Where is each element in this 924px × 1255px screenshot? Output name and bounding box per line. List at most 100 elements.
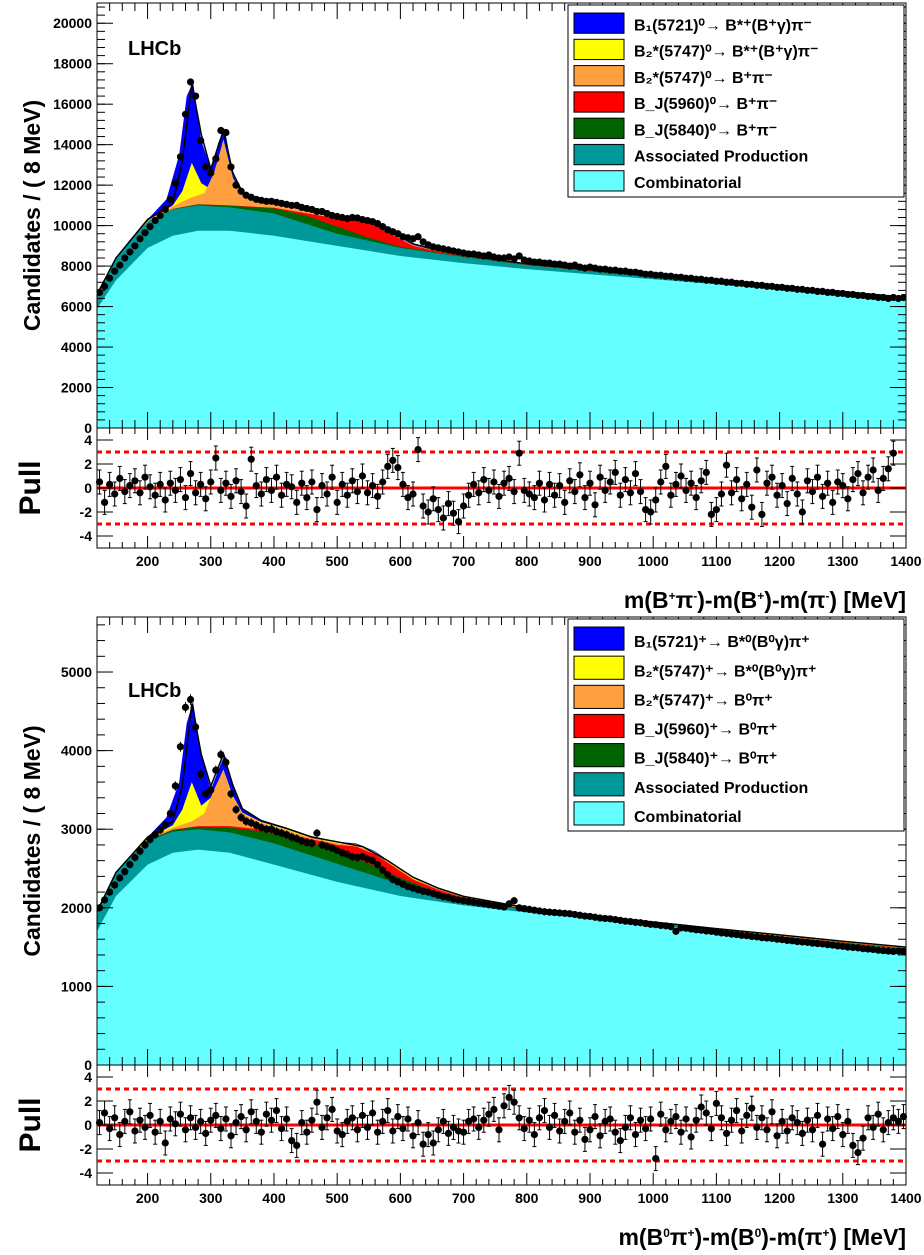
pull-point	[262, 1110, 270, 1118]
pull-tick-label: 4	[84, 1069, 92, 1085]
data-point	[131, 242, 139, 250]
data-point	[151, 216, 159, 225]
pull-point	[176, 476, 185, 484]
legend-swatch-bj5960	[573, 91, 625, 113]
data-point	[186, 695, 195, 704]
pull-point	[889, 1114, 897, 1122]
x-tick-label: 400	[262, 1190, 286, 1206]
pull-point	[854, 1149, 862, 1157]
pull-point	[859, 1134, 867, 1142]
pull-point	[106, 1125, 114, 1133]
pull-point	[844, 495, 852, 503]
pull-point	[818, 492, 827, 500]
y-tick-label: 3000	[61, 821, 92, 837]
pull-point	[874, 486, 882, 494]
legend-swatch-comb	[573, 801, 625, 826]
pull-point	[207, 478, 215, 486]
pull-point	[161, 1139, 169, 1147]
data-point	[899, 293, 906, 302]
data-point	[854, 291, 862, 300]
x-tick-label: 1400	[890, 1190, 921, 1206]
pull-point	[267, 1116, 276, 1124]
pull-point	[227, 1132, 235, 1140]
pull-point	[783, 500, 791, 508]
pull-point	[824, 1115, 832, 1123]
pull-point	[146, 1111, 154, 1119]
data-point	[136, 847, 144, 855]
pull-point	[283, 1115, 291, 1123]
data-point	[181, 110, 190, 118]
pull-point	[505, 474, 513, 482]
legend-label-b2_gamma: B₂*(5747)⁺→ B*⁰(B⁰γ)π⁺	[634, 663, 816, 680]
pull-point	[586, 479, 594, 487]
legend-label-comb: Combinatorial	[634, 809, 742, 826]
pull-point	[252, 1117, 260, 1125]
pull-point	[687, 479, 695, 487]
pull-point	[738, 495, 746, 503]
data-point	[116, 261, 124, 269]
pull-point	[768, 473, 776, 481]
pull-point	[399, 1125, 407, 1133]
pull-point	[581, 494, 589, 502]
pull-point	[126, 1108, 134, 1116]
pull-point	[429, 495, 437, 503]
pull-point	[444, 1129, 453, 1137]
pull-point	[424, 508, 432, 516]
pull-tick-label: 2	[84, 456, 92, 472]
x-tick-label: 200	[136, 553, 160, 569]
pull-point	[212, 454, 220, 462]
pull-point	[323, 490, 331, 498]
pull-point	[788, 474, 796, 482]
pull-point	[500, 479, 508, 487]
pull-point	[677, 1128, 685, 1136]
pull-point	[202, 495, 210, 503]
legend-label-assoc: Associated Production	[634, 149, 808, 166]
pull-point	[535, 479, 544, 487]
pull-point	[576, 1116, 584, 1124]
legend-label-b2: B₂*(5747)⁺→ B⁰π⁺	[634, 692, 773, 709]
pull-point	[100, 1109, 109, 1117]
data-point	[384, 871, 392, 879]
data-point	[212, 766, 220, 774]
pull-point	[510, 488, 518, 496]
x-tick-label: 500	[325, 553, 349, 569]
pull-point	[727, 1116, 736, 1124]
pull-point	[753, 466, 761, 474]
pull-point	[475, 1123, 483, 1131]
pull-point	[758, 1114, 766, 1122]
pull-point	[191, 1123, 200, 1131]
data-point	[550, 260, 559, 268]
pull-point	[222, 1115, 230, 1123]
data-point	[773, 283, 781, 291]
pull-point	[197, 1117, 205, 1125]
pull-point	[394, 464, 402, 472]
pull-point	[727, 489, 736, 497]
pull-point	[136, 1116, 144, 1124]
area-comb	[97, 849, 906, 1065]
pull-point	[702, 468, 710, 476]
data-point	[176, 743, 185, 751]
pull-point	[308, 478, 316, 486]
pull-point	[763, 1126, 771, 1134]
data-point	[753, 281, 761, 289]
pull-point	[611, 1128, 619, 1136]
y-tick-label: 8000	[61, 258, 92, 274]
data-point	[222, 128, 230, 137]
legend: B₁(5721)⁰→ B*⁺(B⁺γ)π⁻ B₂*(5747)⁰→ B*⁺(B⁺γ…	[567, 4, 905, 198]
legend-swatch-b2_gamma	[573, 38, 625, 61]
pull-point	[798, 1129, 806, 1137]
pull-point	[712, 506, 720, 514]
pull-point	[404, 1115, 412, 1123]
pull-point	[606, 1115, 614, 1123]
pull-point	[490, 1105, 498, 1113]
pull-point	[515, 1114, 523, 1122]
legend-label-bj5960: B_J(5960)⁺→ B⁰π⁺	[634, 722, 777, 739]
pull-point	[515, 449, 523, 457]
pull-point	[611, 468, 619, 476]
pull-point	[899, 1113, 908, 1121]
data-point	[596, 265, 604, 273]
pull-point	[358, 472, 367, 480]
pull-point	[298, 479, 306, 487]
pull-point	[181, 1126, 190, 1134]
